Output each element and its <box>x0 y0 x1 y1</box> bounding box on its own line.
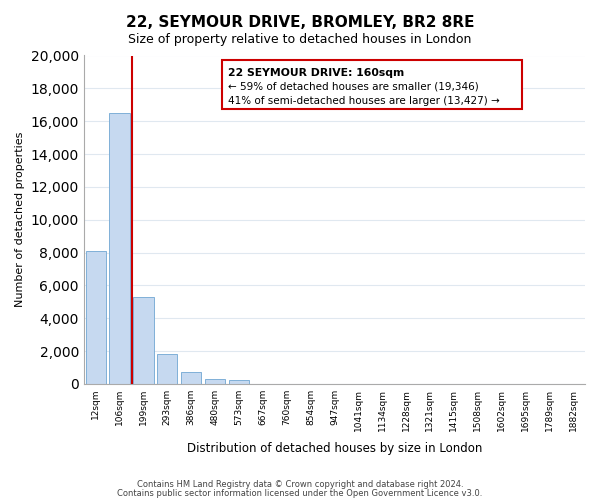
Bar <box>109 113 130 384</box>
Y-axis label: Number of detached properties: Number of detached properties <box>15 132 25 308</box>
Text: 22 SEYMOUR DRIVE: 160sqm: 22 SEYMOUR DRIVE: 160sqm <box>228 68 404 78</box>
Bar <box>157 354 178 384</box>
Bar <box>229 380 249 384</box>
Bar <box>205 380 225 384</box>
Bar <box>181 372 202 384</box>
Text: Size of property relative to detached houses in London: Size of property relative to detached ho… <box>128 32 472 46</box>
Text: Contains public sector information licensed under the Open Government Licence v3: Contains public sector information licen… <box>118 488 482 498</box>
Bar <box>133 297 154 384</box>
Text: Contains HM Land Registry data © Crown copyright and database right 2024.: Contains HM Land Registry data © Crown c… <box>137 480 463 489</box>
Text: 22, SEYMOUR DRIVE, BROMLEY, BR2 8RE: 22, SEYMOUR DRIVE, BROMLEY, BR2 8RE <box>126 15 474 30</box>
Bar <box>86 251 106 384</box>
Text: ← 59% of detached houses are smaller (19,346): ← 59% of detached houses are smaller (19… <box>228 82 479 92</box>
FancyBboxPatch shape <box>221 60 523 108</box>
X-axis label: Distribution of detached houses by size in London: Distribution of detached houses by size … <box>187 442 482 455</box>
Text: 41% of semi-detached houses are larger (13,427) →: 41% of semi-detached houses are larger (… <box>228 96 500 106</box>
